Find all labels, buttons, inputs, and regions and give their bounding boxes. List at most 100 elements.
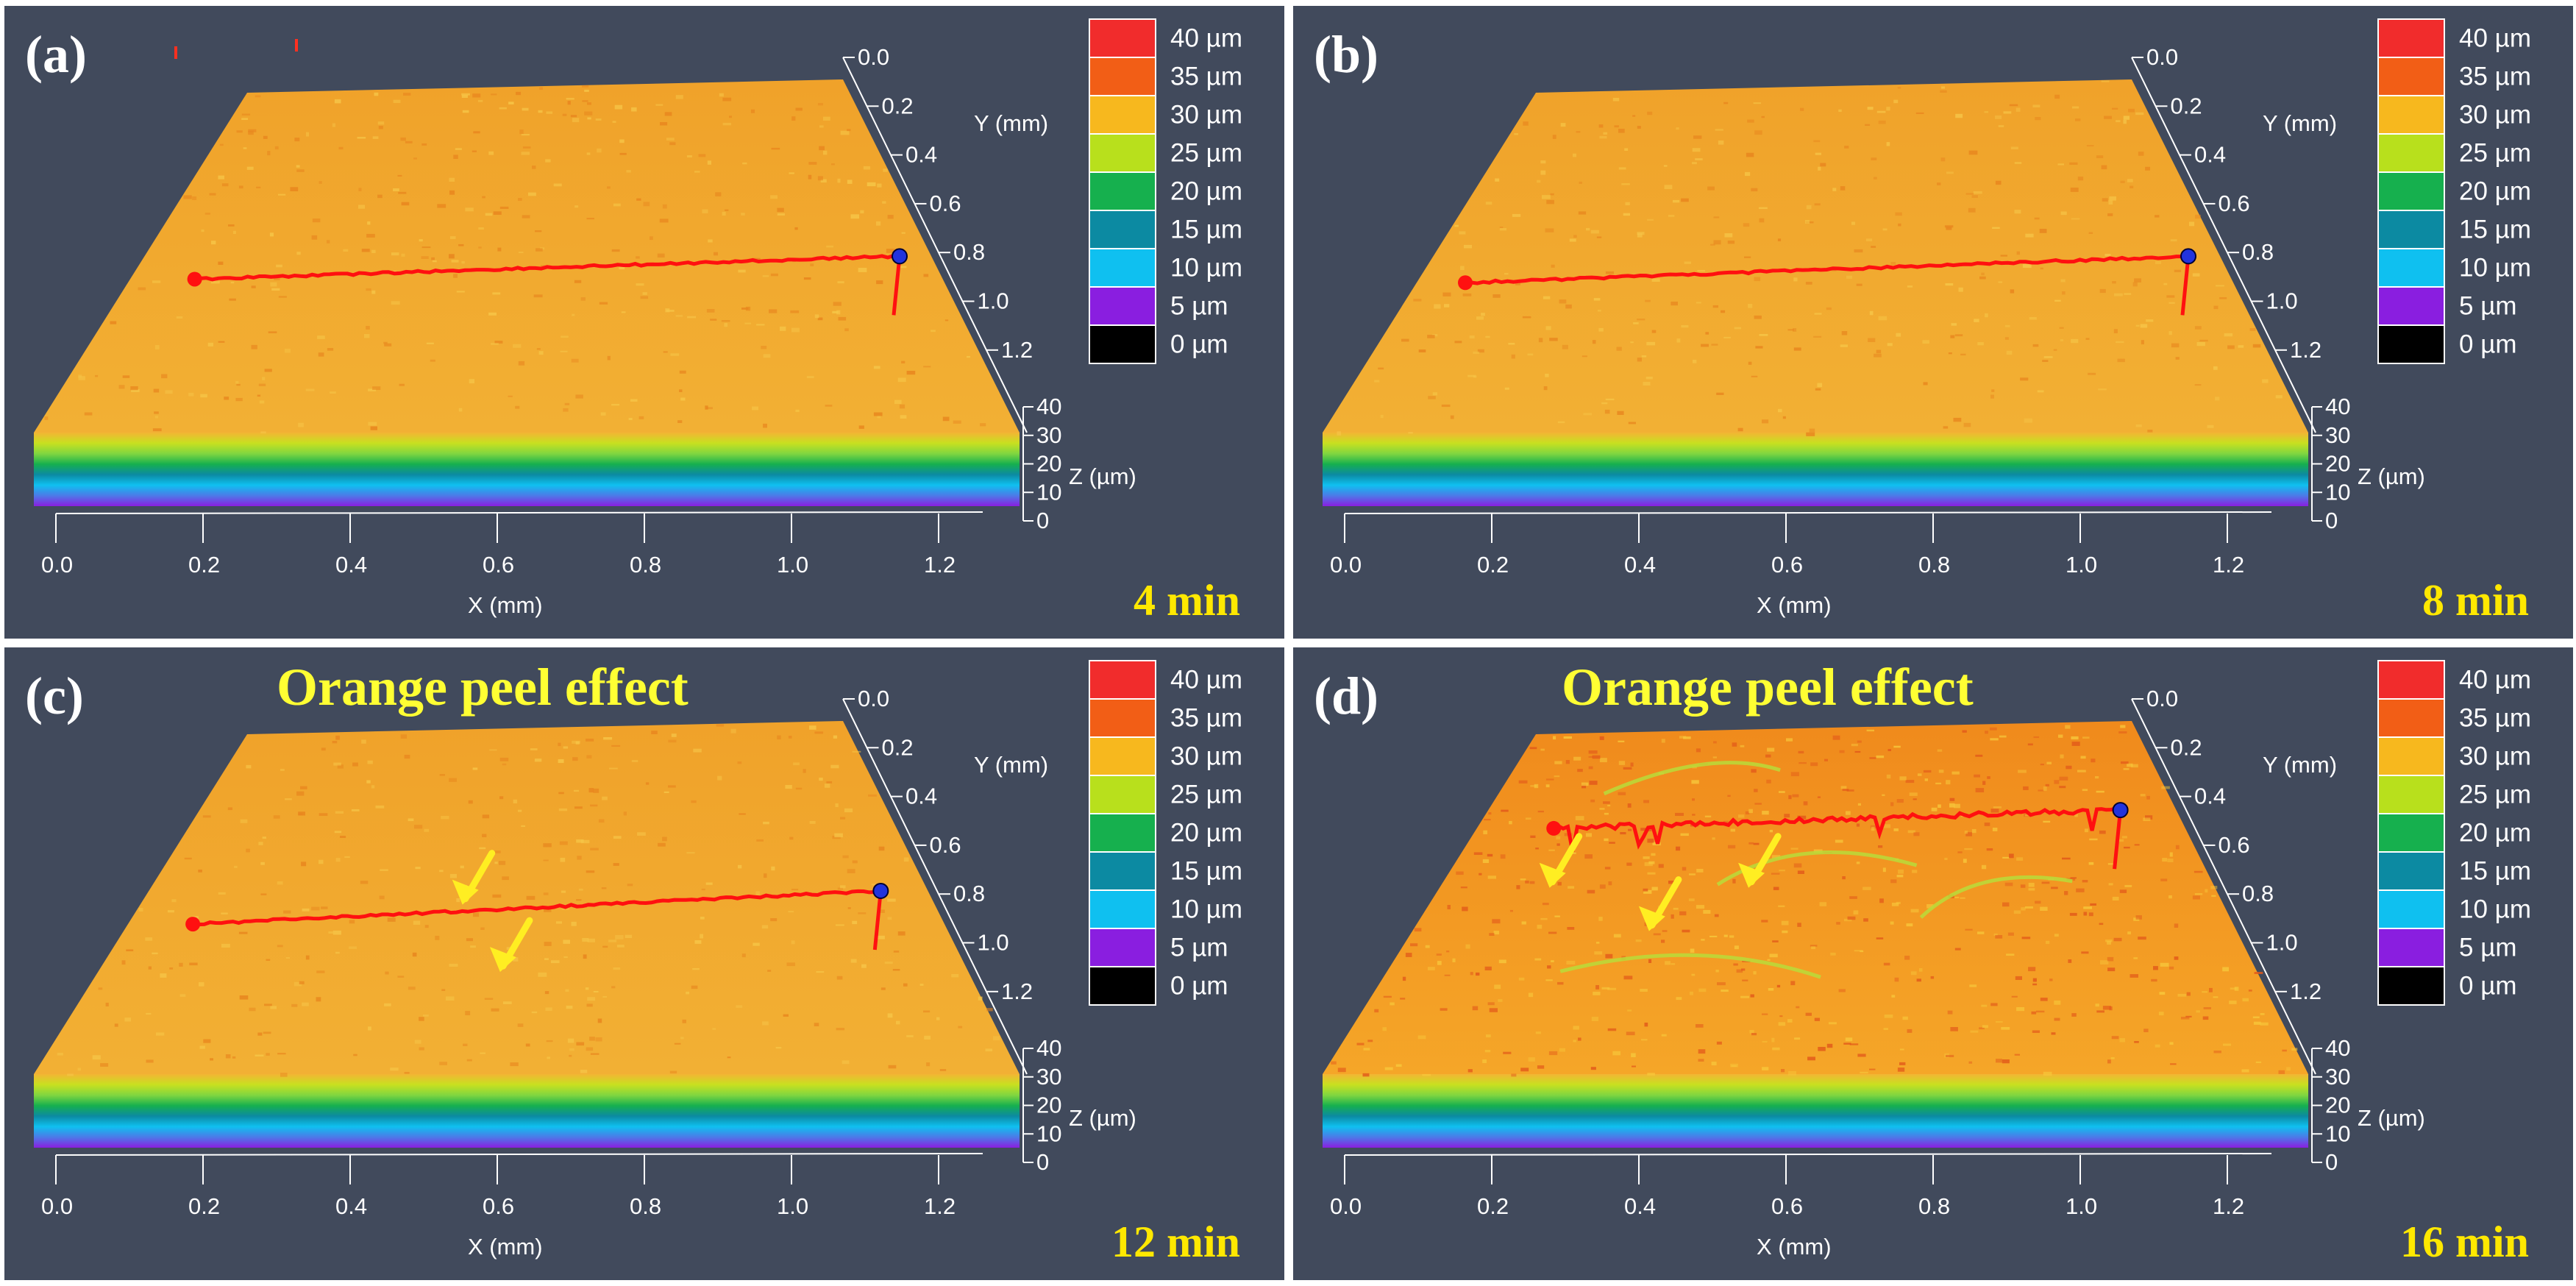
surface-texture (1337, 80, 2283, 436)
z-tick-label: 20 (2325, 1093, 2350, 1118)
legend-swatch (2377, 851, 2445, 891)
legend-swatch (2377, 210, 2445, 249)
z-tick-label: 0 (2325, 508, 2338, 533)
y-tick-label: 1.2 (2290, 978, 2321, 1004)
y-axis-title: Y (mm) (2263, 752, 2337, 778)
x-tick-label: 0.2 (1477, 552, 1509, 578)
legend-label: 5 µm (1170, 933, 1228, 962)
legend-label: 0 µm (1170, 330, 1228, 358)
x-tick-label: 0.4 (335, 1193, 367, 1219)
y-tick-label: 1.0 (978, 930, 1009, 956)
legend-label: 0 µm (2459, 971, 2517, 1000)
legend-swatch (1089, 248, 1156, 288)
legend-label: 35 µm (2459, 62, 2531, 90)
profile-end-marker (2112, 802, 2129, 819)
legend-label: 25 µm (2459, 780, 2531, 809)
x-tick-label: 0.2 (1477, 1193, 1509, 1219)
x-tick-label: 0.2 (188, 1193, 220, 1219)
time-label: 16 min (2399, 1218, 2529, 1266)
y-tick-label: 0.2 (882, 93, 914, 118)
profile-start-marker (187, 271, 202, 287)
block-side (34, 1074, 1020, 1148)
y-tick-label: 1.0 (2266, 288, 2298, 314)
legend-swatch (2377, 889, 2445, 929)
panel-label: (a) (25, 25, 87, 84)
x-axis-title: X (mm) (1757, 1234, 1832, 1260)
y-tick-label: 0.2 (882, 734, 914, 760)
legend-swatch (2377, 286, 2445, 326)
legend-swatch (2377, 736, 2445, 776)
legend-swatch (2377, 171, 2445, 211)
x-axis-title: X (mm) (1757, 592, 1832, 618)
z-tick-label: 30 (2325, 1064, 2350, 1090)
y-tick-label: 0.6 (2219, 832, 2250, 858)
y-axis: 0.0 0.2 0.4 0.6 0.8 1.0 1.2 Y (mm) (842, 44, 1048, 433)
y-tick-label: 0.0 (2146, 44, 2178, 70)
x-axis: 0.0 0.2 0.4 0.6 0.8 1.0 1.2 X (mm) (1330, 511, 2272, 618)
legend-label: 10 µm (1170, 895, 1242, 923)
legend-swatch (1089, 18, 1156, 58)
surface-top (1323, 79, 2308, 433)
panel-label: (c) (25, 667, 84, 725)
x-tick-label: 1.0 (2066, 1193, 2097, 1219)
color-legend: 40 µm 35 µm 30 µm 25 µm 20 µm 15 µm 10 µm 5 µm 0… (1089, 660, 1242, 1006)
legend-label: 40 µm (1170, 24, 1242, 52)
x-tick-label: 0.2 (188, 552, 220, 578)
legend-swatch (2377, 324, 2445, 364)
x-tick-label: 0.0 (41, 552, 73, 578)
legend-label: 30 µm (1170, 742, 1242, 770)
legend-swatch (2377, 966, 2445, 1006)
y-axis-title: Y (mm) (2263, 110, 2337, 136)
legend-swatch (2377, 698, 2445, 738)
x-tick-label: 0.0 (41, 1193, 73, 1219)
annotation-arrow (1638, 876, 1682, 931)
x-axis: 0.0 0.2 0.4 0.6 0.8 1.0 1.2 X (mm) (41, 1153, 983, 1260)
z-tick-label: 40 (1036, 394, 1061, 419)
block-side (34, 433, 1020, 506)
x-tick-label: 0.6 (1771, 1193, 1803, 1219)
legend-label: 15 µm (2459, 215, 2531, 244)
legend-label: 20 µm (1170, 177, 1242, 205)
plot-3d-surface: 0.0 0.2 0.4 0.6 0.8 1.0 1.2X (mm)0.00.20.40.60… (34, 18, 1242, 618)
legend-label: 40 µm (1170, 665, 1242, 694)
color-legend: 40 µm 35 µm 30 µm 25 µm 20 µm 15 µm 10 µm 5 µm 0… (1089, 18, 1242, 364)
z-axis-title: Z (µm) (2358, 463, 2425, 489)
x-tick-label: 0.4 (1624, 1193, 1656, 1219)
x-tick-label: 1.0 (777, 552, 808, 578)
legend-label: 5 µm (2459, 291, 2517, 320)
legend-label: 40 µm (2459, 24, 2531, 52)
z-tick-label: 20 (2325, 451, 2350, 477)
panel-b: 0.0 0.2 0.4 0.6 0.8 1.0 1.2 X (mm) 0.0 0.2 0.4 0.6 0… (1293, 6, 2573, 639)
legend-label: 35 µm (2459, 703, 2531, 732)
legend-label: 25 µm (1170, 138, 1242, 167)
legend-swatch (2377, 133, 2445, 173)
legend-label: 15 µm (1170, 856, 1242, 885)
color-legend: 40 µm 35 µm 30 µm 25 µm 20 µm 15 µm 10 µm 5 µm 0… (2377, 18, 2531, 364)
legend-swatch (1089, 966, 1156, 1006)
y-tick-label: 0.2 (2171, 93, 2202, 118)
y-tick-label: 1.0 (978, 288, 1009, 314)
legend-label: 15 µm (1170, 215, 1242, 244)
legend-label: 30 µm (1170, 100, 1242, 129)
panel-label: (b) (1314, 25, 1378, 84)
profile-line (1553, 806, 2121, 852)
y-tick-label: 0.2 (2171, 734, 2202, 760)
legend-swatch (1089, 57, 1156, 96)
y-tick-label: 1.2 (1001, 337, 1033, 363)
z-tick-label: 40 (2325, 394, 2350, 419)
z-tick-label: 0 (1036, 1149, 1049, 1175)
z-tick-label: 40 (1036, 1035, 1061, 1061)
legend-swatch (1089, 324, 1156, 364)
x-tick-label: 0.0 (1330, 552, 1362, 578)
x-tick-label: 1.0 (2066, 552, 2097, 578)
plot-3d-surface: 0.0 0.2 0.4 0.6 0.8 1.0 1.2X (mm)0.00.20.40.60… (1323, 660, 2531, 1260)
z-axis-title: Z (µm) (1069, 1105, 1136, 1131)
z-tick-label: 30 (1036, 1064, 1061, 1090)
y-tick-label: 0.4 (2194, 784, 2226, 809)
x-tick-label: 1.0 (777, 1193, 808, 1219)
legend-label: 10 µm (2459, 253, 2531, 282)
legend-label: 25 µm (1170, 780, 1242, 809)
surface-texture (44, 85, 986, 434)
x-tick-label: 0.8 (630, 552, 661, 578)
legend-swatch (1089, 889, 1156, 929)
